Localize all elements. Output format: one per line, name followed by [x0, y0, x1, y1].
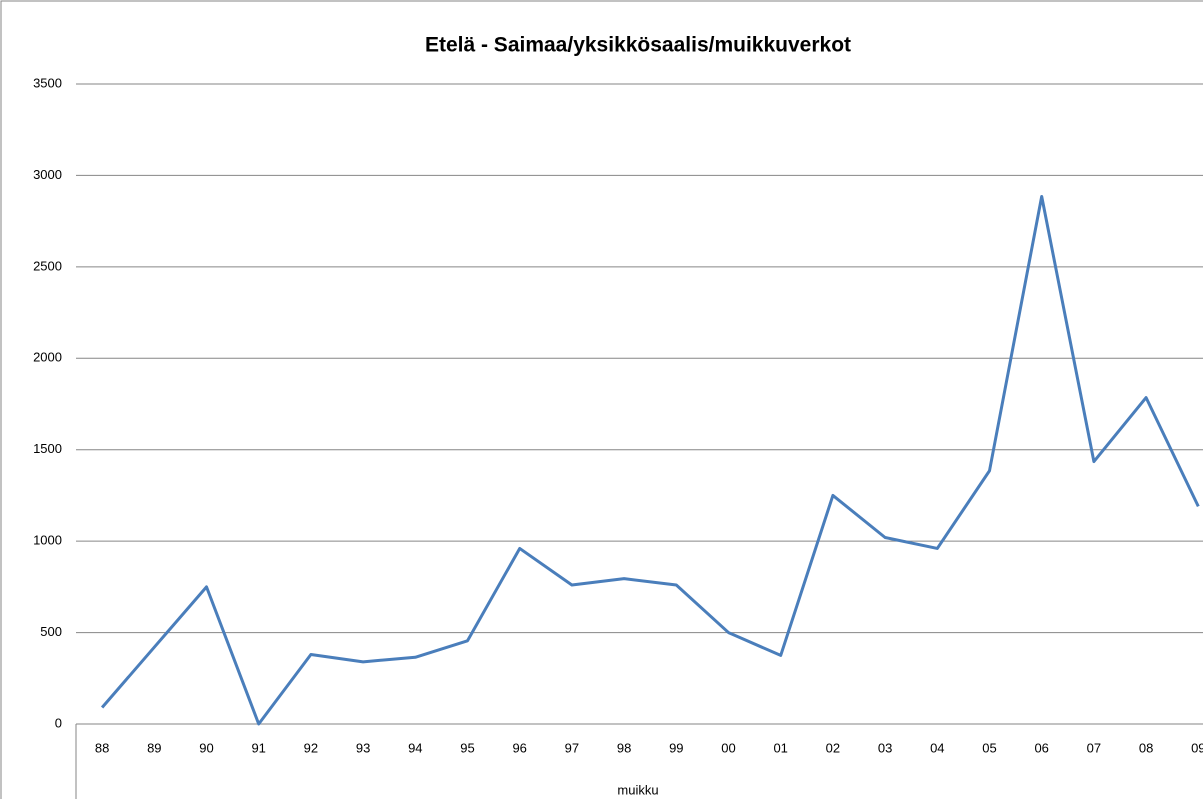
x-axis-label: muikku	[617, 782, 658, 797]
x-tick-label: 09	[1191, 740, 1203, 755]
x-tick-label: 07	[1087, 740, 1101, 755]
x-tick-label: 94	[408, 740, 422, 755]
x-tick-label: 89	[147, 740, 161, 755]
y-tick-label: 3500	[33, 75, 62, 90]
y-tick-label: 500	[40, 624, 62, 639]
x-tick-label: 92	[304, 740, 318, 755]
x-tick-label: 93	[356, 740, 370, 755]
x-tick-label: 03	[878, 740, 892, 755]
x-tick-label: 01	[773, 740, 787, 755]
x-tick-label: 98	[617, 740, 631, 755]
x-tick-label: 90	[199, 740, 213, 755]
x-tick-label: 05	[982, 740, 996, 755]
x-tick-label: 96	[512, 740, 526, 755]
y-tick-label: 0	[55, 715, 62, 730]
x-tick-label: 97	[565, 740, 579, 755]
y-tick-label: 3000	[33, 167, 62, 182]
y-tick-label: 2500	[33, 258, 62, 273]
x-tick-label: 04	[930, 740, 944, 755]
x-tick-label: 99	[669, 740, 683, 755]
x-tick-label: 95	[460, 740, 474, 755]
x-tick-label: 06	[1034, 740, 1048, 755]
y-tick-label: 1000	[33, 533, 62, 548]
y-tick-label: 2000	[33, 350, 62, 365]
data-line	[100, 194, 1200, 726]
chart-title: Etelä - Saimaa/yksikkösaalis/muikkuverko…	[425, 34, 851, 57]
x-tick-label: 00	[721, 740, 735, 755]
x-tick-label: 02	[826, 740, 840, 755]
x-tick-label: 08	[1139, 740, 1153, 755]
x-tick-label: 91	[251, 740, 265, 755]
y-tick-label: 1500	[33, 441, 62, 456]
x-tick-label: 88	[95, 740, 109, 755]
